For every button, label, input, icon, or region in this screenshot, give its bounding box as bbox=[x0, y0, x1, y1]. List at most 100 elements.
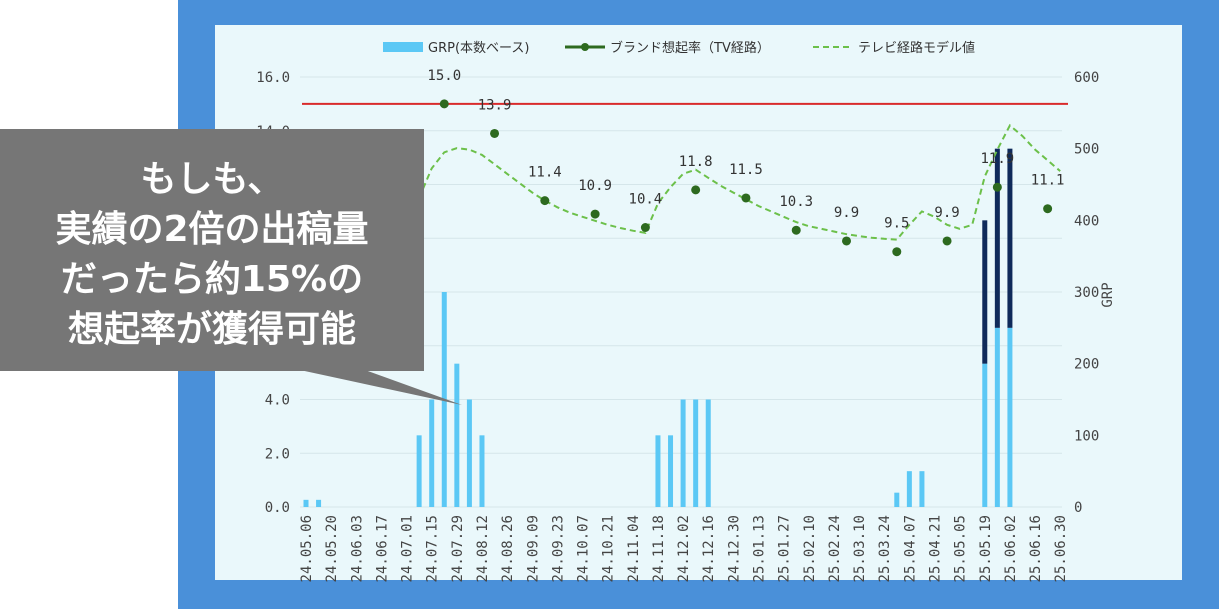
y-right-axis-label: GRP bbox=[1100, 282, 1116, 307]
grp-bar bbox=[479, 435, 485, 507]
x-tick-label: 24.05.20 bbox=[324, 515, 340, 582]
grp-bar bbox=[919, 471, 925, 507]
legend: GRP(本数ベース) ブランド想起率（TV経路） テレビ経路モデル値 bbox=[383, 40, 975, 56]
grp-bar bbox=[906, 471, 912, 507]
grp-bar bbox=[994, 327, 1000, 507]
callout-line-1: もしも、 bbox=[140, 159, 284, 200]
data-label: 9.9 bbox=[934, 205, 959, 221]
x-tick-label: 24.12.02 bbox=[676, 515, 692, 582]
grp-bar bbox=[693, 399, 699, 507]
callout-line-3: だったら約15%の bbox=[60, 259, 364, 300]
x-tick-label: 24.09.23 bbox=[550, 515, 566, 582]
data-label: 9.5 bbox=[884, 216, 909, 232]
grp-bar bbox=[466, 399, 472, 507]
grp-bar bbox=[668, 435, 674, 507]
data-label: 11.8 bbox=[679, 154, 713, 170]
grp-bar-stack bbox=[994, 148, 1000, 328]
x-tick-label: 25.04.21 bbox=[928, 515, 944, 582]
model-line-group bbox=[418, 123, 1061, 241]
x-tick-label: 25.01.13 bbox=[752, 515, 768, 582]
callout-box bbox=[0, 129, 424, 371]
x-tick-labels: 24.05.06 24.05.20 24.06.03 24.06.17 24.07.01… bbox=[299, 515, 1069, 582]
grp-bar bbox=[982, 363, 988, 507]
data-label: 10.3 bbox=[779, 194, 813, 210]
grp-bar-stack bbox=[982, 220, 988, 364]
grp-bar bbox=[303, 499, 309, 507]
x-tick-label: 24.07.01 bbox=[400, 515, 416, 582]
data-label: 10.4 bbox=[629, 192, 663, 208]
x-tick-label: 24.11.04 bbox=[626, 515, 642, 582]
model-line bbox=[418, 123, 1061, 241]
data-label: 11.1 bbox=[1031, 173, 1065, 189]
y-left-tick-label: 2.0 bbox=[265, 446, 290, 462]
x-tick-label: 24.12.30 bbox=[726, 515, 742, 582]
grp-bar bbox=[416, 435, 422, 507]
recall-point bbox=[842, 236, 852, 246]
x-tick-label: 24.09.09 bbox=[525, 515, 541, 582]
legend-label: テレビ経路モデル値 bbox=[858, 40, 975, 56]
recall-point bbox=[691, 185, 701, 195]
y-right-ticks: 0 100 200 300 400 500 600 bbox=[1074, 70, 1099, 516]
y-right-tick-label: 300 bbox=[1074, 285, 1099, 301]
recall-point bbox=[490, 128, 500, 138]
y-right-tick-label: 0 bbox=[1074, 500, 1082, 516]
recall-point bbox=[640, 223, 650, 232]
grp-bar bbox=[454, 363, 460, 507]
x-tick-label: 24.12.16 bbox=[701, 515, 717, 582]
x-tick-label: 24.05.06 bbox=[299, 515, 315, 582]
y-right-tick-label: 200 bbox=[1074, 357, 1099, 373]
y-right-tick-label: 600 bbox=[1074, 70, 1099, 86]
x-tick-label: 24.08.12 bbox=[475, 515, 491, 582]
recall-point bbox=[992, 182, 1002, 192]
x-tick-label: 24.11.18 bbox=[651, 515, 667, 582]
data-label: 11.5 bbox=[729, 162, 763, 178]
point-series: 15.0 13.9 11.4 10.9 10.4 11.8 11.5 10.3 9.9 9.5 9.… bbox=[427, 68, 1065, 257]
legend-label: ブランド想起率（TV経路） bbox=[610, 40, 770, 56]
y-right-tick-label: 500 bbox=[1074, 142, 1099, 158]
recall-point bbox=[942, 236, 952, 246]
y-left-tick-label: 16.0 bbox=[256, 70, 290, 86]
x-tick-label: 25.05.05 bbox=[953, 515, 969, 582]
x-tick-label: 24.10.07 bbox=[576, 515, 592, 582]
legend-label: GRP(本数ベース) bbox=[428, 41, 529, 56]
grp-bar bbox=[705, 399, 711, 507]
y-left-tick-label: 0.0 bbox=[265, 500, 290, 516]
recall-point bbox=[439, 99, 449, 109]
data-label: 15.0 bbox=[427, 68, 461, 84]
grp-bar-stack bbox=[1007, 148, 1013, 328]
recall-point bbox=[892, 247, 902, 257]
y-right-tick-label: 100 bbox=[1074, 428, 1099, 444]
y-left-tick-label: 4.0 bbox=[265, 393, 290, 409]
grp-bar bbox=[894, 492, 900, 507]
grp-bar bbox=[680, 399, 686, 507]
callout-line-2: 実績の2倍の出稿量 bbox=[55, 209, 369, 250]
x-tick-label: 25.02.10 bbox=[802, 515, 818, 582]
callout-text: もしも、 実績の2倍の出稿量 だったら約15%の 想起率が獲得可能 bbox=[0, 155, 424, 355]
x-tick-label: 25.05.19 bbox=[978, 515, 994, 582]
x-tick-label: 25.03.10 bbox=[852, 515, 868, 582]
x-tick-label: 25.03.24 bbox=[877, 515, 893, 582]
recall-point bbox=[540, 196, 550, 206]
x-tick-label: 24.06.03 bbox=[349, 515, 365, 582]
callout-line-4: 想起率が獲得可能 bbox=[67, 309, 356, 350]
x-tick-label: 25.06.30 bbox=[1053, 515, 1069, 582]
x-tick-label: 24.07.29 bbox=[450, 515, 466, 582]
data-label: 9.9 bbox=[834, 205, 859, 221]
x-tick-label: 25.01.27 bbox=[777, 515, 793, 582]
grp-bar bbox=[655, 435, 661, 507]
x-tick-label: 24.07.15 bbox=[425, 515, 441, 582]
x-tick-label: 25.06.02 bbox=[1003, 515, 1019, 582]
grp-bar bbox=[1007, 327, 1013, 507]
legend-marker-bar bbox=[383, 42, 423, 52]
x-tick-label: 24.06.17 bbox=[374, 515, 390, 582]
recall-point bbox=[1043, 204, 1053, 214]
x-tick-label: 24.10.21 bbox=[601, 515, 617, 582]
recall-point bbox=[791, 225, 801, 235]
legend-marker-dot bbox=[581, 43, 589, 51]
x-tick-label: 25.06.16 bbox=[1028, 515, 1044, 582]
x-tick-label: 25.02.24 bbox=[827, 515, 843, 582]
grp-bar bbox=[441, 292, 447, 507]
recall-point bbox=[741, 193, 751, 203]
grp-bar bbox=[316, 499, 322, 507]
